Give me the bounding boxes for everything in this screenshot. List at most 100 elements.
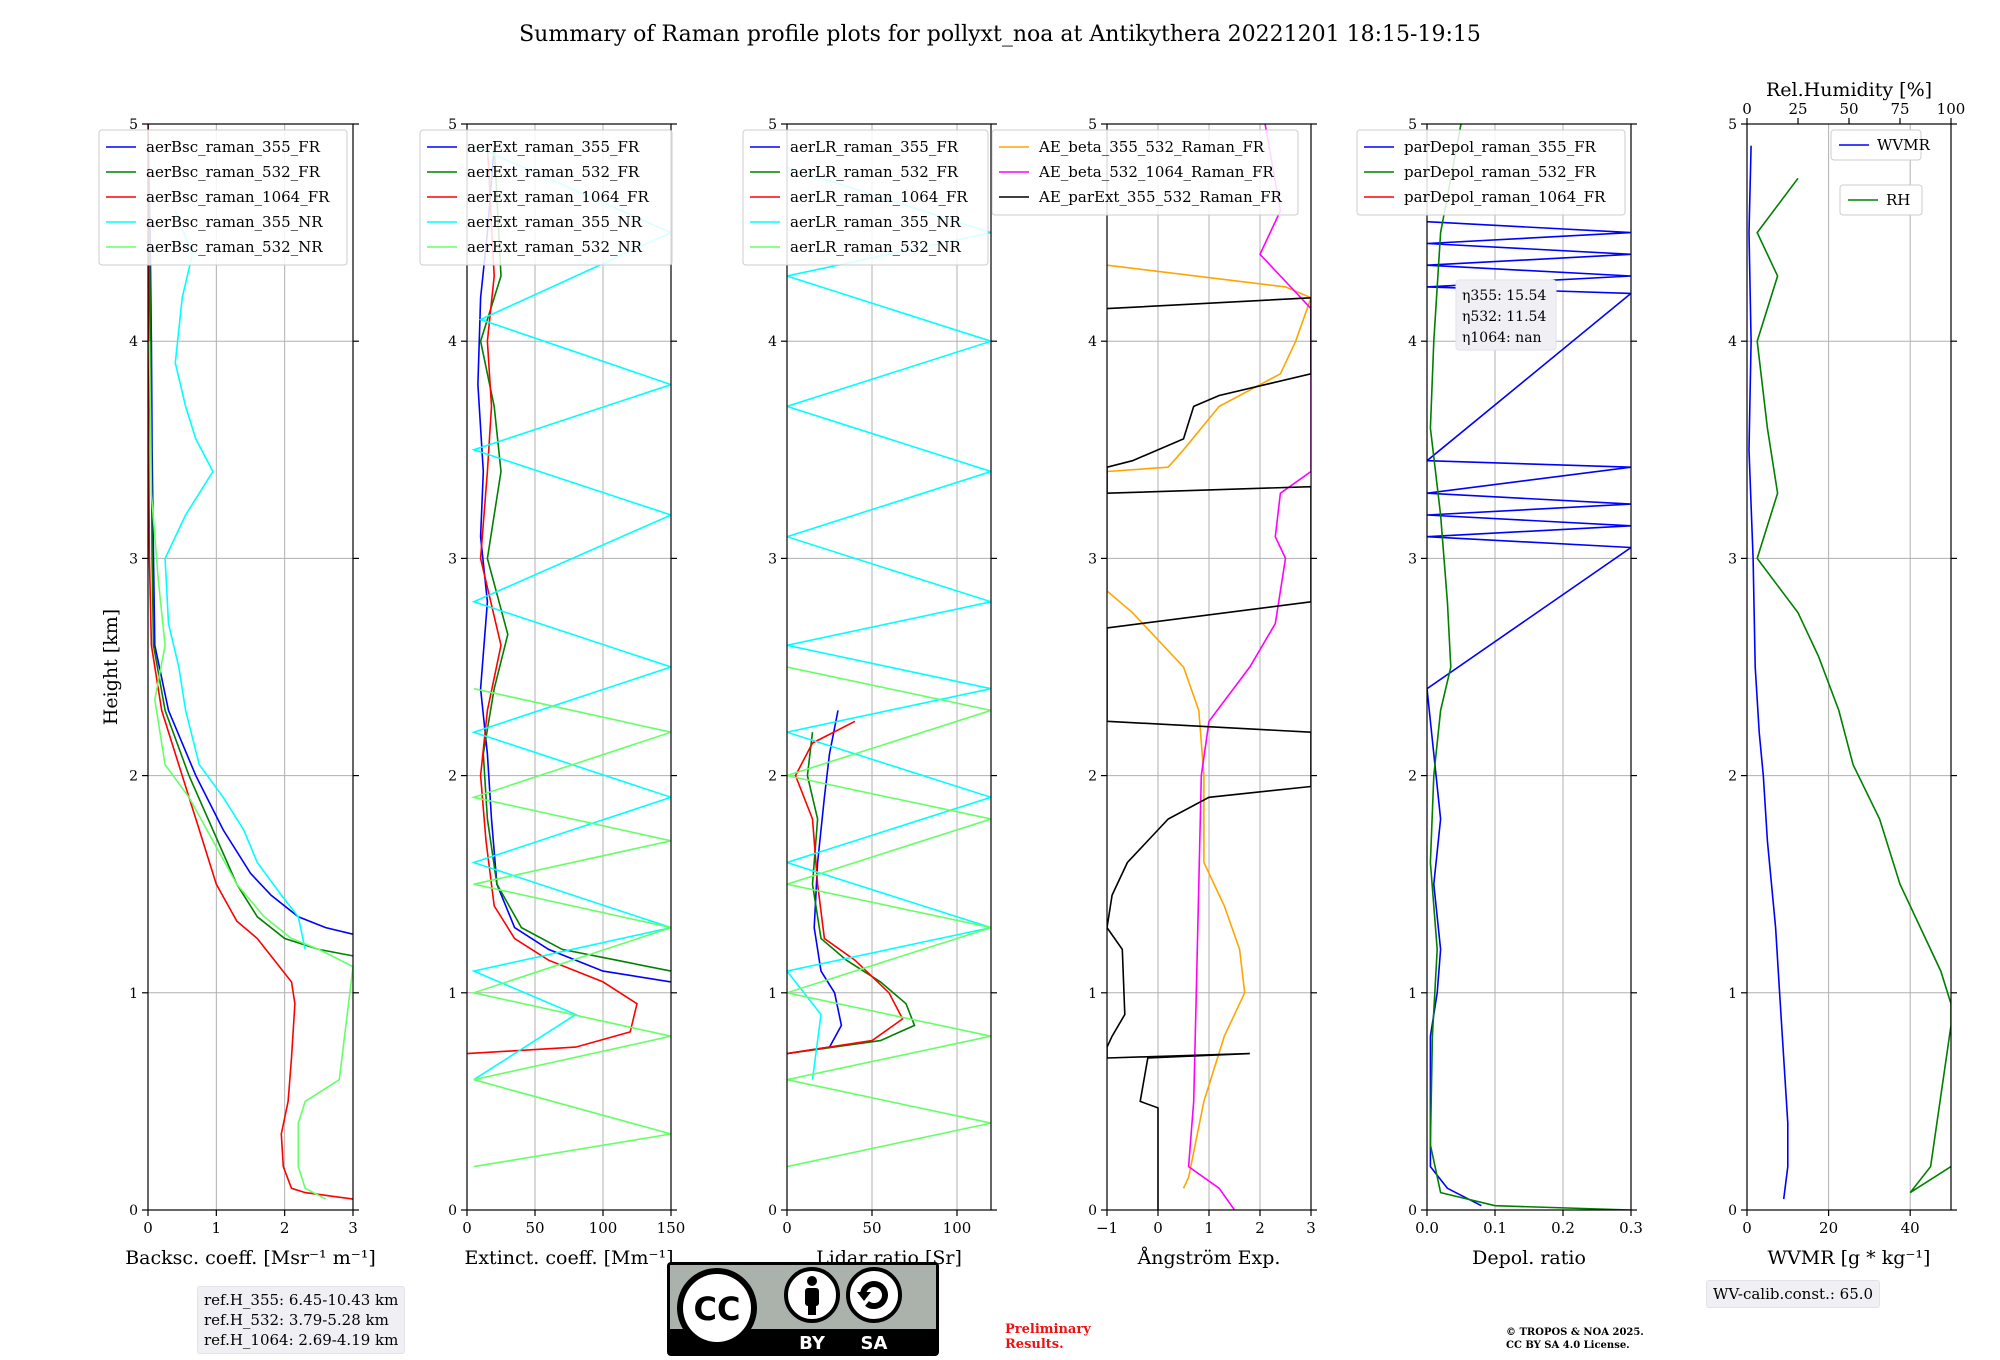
series-line-aerLR_raman_532_FR [787, 732, 916, 1055]
series-group [467, 144, 671, 1168]
page-title: Summary of Raman profile plots for polly… [519, 22, 1481, 47]
x-axis-label: WVMR [g * kg⁻¹] [1768, 1247, 1931, 1269]
x-tick-label: 100 [943, 1219, 972, 1237]
ref-height-532: ref.H_532: 3.79-5.28 km [204, 1311, 389, 1329]
preliminary-line-1: Preliminary [1005, 1322, 1091, 1337]
legend-label: aerLR_raman_532_FR [790, 163, 959, 181]
legend-label: aerExt_raman_355_FR [467, 138, 640, 156]
legend-label: parDepol_raman_355_FR [1404, 138, 1597, 156]
legend-label: parDepol_raman_532_FR [1404, 163, 1597, 181]
legend: aerBsc_raman_355_FR aerBsc_raman_532_FRae… [98, 129, 348, 266]
legend-label: aerExt_raman_1064_FR [467, 188, 649, 206]
y-tick-label: 4 [1088, 334, 1097, 350]
x-tick-label: 20 [1819, 1219, 1838, 1237]
cc-license-badge: CC BY SA [667, 1262, 939, 1356]
y-tick-label: 2 [1408, 769, 1417, 785]
y-tick-label: 1 [768, 986, 777, 1002]
legend-label: aerExt_raman_532_FR [467, 163, 640, 181]
annotation-text: η1064: nan [1462, 330, 1542, 346]
y-tick-label: 3 [448, 551, 457, 567]
y-tick-label: 5 [1088, 117, 1097, 133]
x-tick-label: 40 [1901, 1219, 1920, 1237]
series-line-aerExt_raman_355_NR [471, 144, 671, 1081]
y-tick-label: 3 [768, 551, 777, 567]
x-tick-label: 1 [212, 1219, 222, 1237]
x-axis-label: Depol. ratio [1472, 1247, 1586, 1269]
x-axis-label: Extinct. coeff. [Mm⁻¹] [464, 1247, 673, 1269]
x-tick-label: 2 [280, 1219, 290, 1237]
y-tick-label: 1 [1728, 986, 1737, 1002]
x-tick-label: 0.2 [1551, 1219, 1575, 1237]
annotation-text: η355: 15.54 [1462, 288, 1546, 304]
series-line-WVMR [1748, 145, 1789, 1200]
series-group [787, 166, 991, 1168]
y-tick-label: 4 [1728, 334, 1737, 350]
x-tick-label: 150 [657, 1219, 686, 1237]
series-line-aerLR_raman_355_FR [787, 710, 843, 1055]
x-tick-label: 3 [1306, 1219, 1316, 1237]
y-tick-label: 5 [448, 117, 457, 133]
series-line-aerLR_raman_532_NR [787, 666, 991, 1168]
chart-panel-backscatter: 0 1 2 3 4 5 0 1 2 3 Backsc. coeff. [Msr⁻¹ m⁻¹] aerB… [98, 117, 376, 1269]
copyright-note: © TROPOS & NOA 2025. CC BY SA 4.0 Licens… [1506, 1326, 1644, 1352]
eta-annotation: η355: 15.54 η532: 11.54 η1064: nan [1455, 279, 1557, 351]
legend-label: aerLR_raman_532_NR [790, 238, 961, 256]
top-axis-label: Rel.Humidity [%] [1766, 79, 1932, 101]
y-tick-label: 5 [1728, 117, 1737, 133]
axes-frame [466, 123, 672, 1211]
series-line-aerLR_raman_1064_FR [787, 720, 904, 1055]
series-group [1748, 145, 1951, 1200]
legend-label: aerBsc_raman_532_NR [146, 238, 323, 256]
wv-calib-box: WV-calib.const.: 65.0 [1706, 1280, 1881, 1308]
cc-text: CC [694, 1290, 741, 1328]
legend-box [742, 129, 989, 266]
y-tick-label: 0 [768, 1203, 777, 1219]
axes-frame [786, 123, 992, 1211]
sa-share-alike-icon [846, 1267, 902, 1323]
y-tick-label: 0 [1728, 1203, 1737, 1219]
y-tick-label: 2 [1728, 769, 1737, 785]
preliminary-note: Preliminary Results. [1005, 1322, 1091, 1352]
y-tick-label: 0 [1408, 1203, 1417, 1219]
series-line-parDepol_raman_532_FR [1429, 124, 1631, 1210]
x-tick-label: 0 [782, 1219, 792, 1237]
legend-box [1356, 129, 1626, 216]
copyright-line-1: © TROPOS & NOA 2025. [1506, 1327, 1644, 1338]
by-person-icon [784, 1267, 840, 1323]
legend-label: AE_beta_355_532_Raman_FR [1038, 138, 1265, 156]
wv-calib-value: WV-calib.const.: 65.0 [1713, 1285, 1874, 1303]
y-tick-label: 2 [1088, 769, 1097, 785]
legend: parDepol_raman_355_FR parDepol_raman_532_… [1356, 129, 1626, 216]
axes-frame [1426, 123, 1632, 1211]
x-tick-label: 0 [462, 1219, 472, 1237]
y-tick-label: 1 [448, 986, 457, 1002]
legend-label: AE_beta_532_1064_Raman_FR [1038, 163, 1274, 181]
top-x-tick-label: 0 [1742, 100, 1752, 118]
ref-height-355: ref.H_355: 6.45-10.43 km [204, 1291, 399, 1309]
legend-label: RH [1886, 191, 1910, 209]
series-line-aerExt_raman_532_FR [479, 145, 671, 972]
axes-frame [147, 123, 354, 1211]
ref-heights-box: ref.H_355: 6.45-10.43 km ref.H_532: 3.79… [197, 1286, 406, 1354]
series-line-aerExt_raman_355_FR [477, 145, 671, 983]
legend-label: aerBsc_raman_1064_FR [146, 188, 330, 206]
x-tick-label: 0 [1153, 1219, 1163, 1237]
y-tick-label: 1 [1088, 986, 1097, 1002]
legend-label: parDepol_raman_1064_FR [1404, 188, 1606, 206]
y-tick-label: 2 [768, 769, 777, 785]
series-line-aerBsc_raman_355_NR [164, 210, 306, 950]
y-tick-label: 3 [1088, 551, 1097, 567]
y-tick-label: 3 [1728, 551, 1737, 567]
series-group [148, 124, 353, 1200]
legend: WVMR RH [1830, 129, 1931, 216]
y-tick-label: 0 [129, 1203, 138, 1219]
x-tick-label: 100 [589, 1219, 618, 1237]
copyright-line-2: CC BY SA 4.0 License. [1506, 1340, 1630, 1351]
legend-box [1839, 184, 1923, 216]
legend: AE_beta_355_532_Raman_FR AE_beta_532_1064… [991, 129, 1299, 216]
y-tick-label: 1 [129, 986, 138, 1002]
by-label: BY [799, 1333, 826, 1354]
